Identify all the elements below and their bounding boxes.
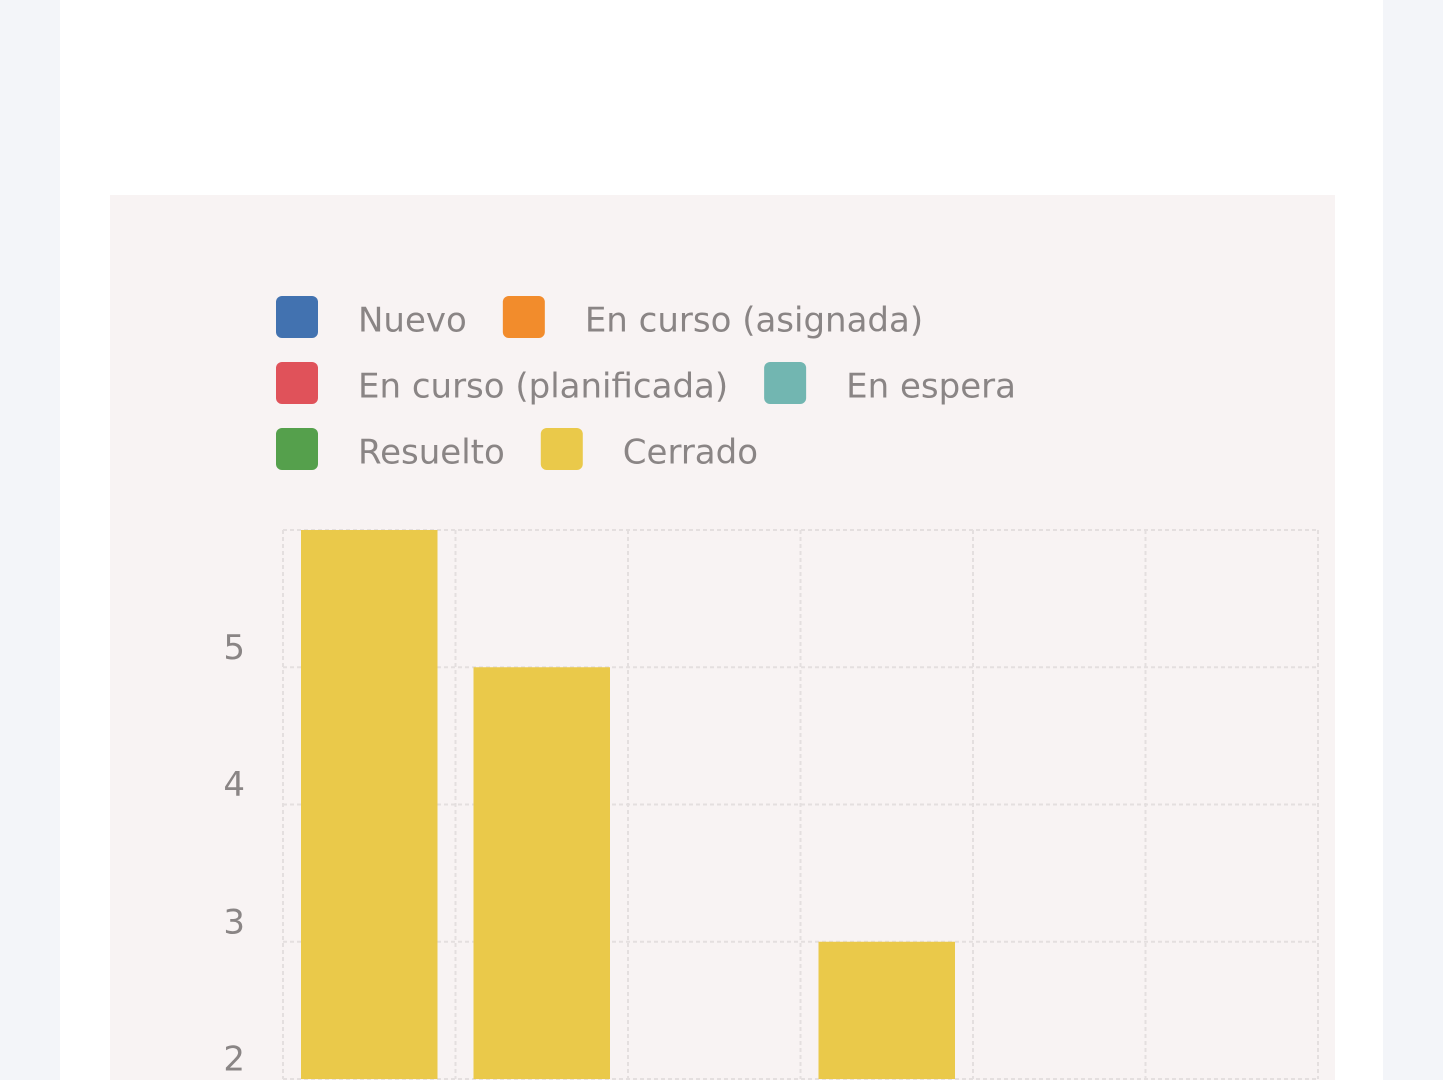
y-tick-label: 4 — [223, 765, 245, 805]
legend-label: En espera — [846, 367, 1016, 407]
legend-label: Resuelto — [358, 433, 505, 473]
legend-swatch — [540, 428, 583, 470]
legend-label: En curso (planificada) — [358, 367, 728, 407]
legend-swatch — [276, 296, 318, 338]
y-tick-label: 2 — [223, 1040, 245, 1080]
legend-swatch — [276, 362, 318, 404]
legend-swatch — [764, 362, 807, 404]
bar — [818, 941, 955, 1079]
legend-swatch — [502, 296, 545, 338]
y-tick-label: 5 — [223, 628, 245, 668]
bar — [301, 530, 438, 1079]
legend-swatch — [276, 428, 318, 470]
bar — [473, 667, 610, 1079]
y-tick-label: 3 — [223, 902, 245, 942]
legend-label: En curso (asignada) — [585, 301, 923, 341]
legend-label: Nuevo — [358, 301, 467, 341]
legend-label: Cerrado — [623, 433, 758, 473]
